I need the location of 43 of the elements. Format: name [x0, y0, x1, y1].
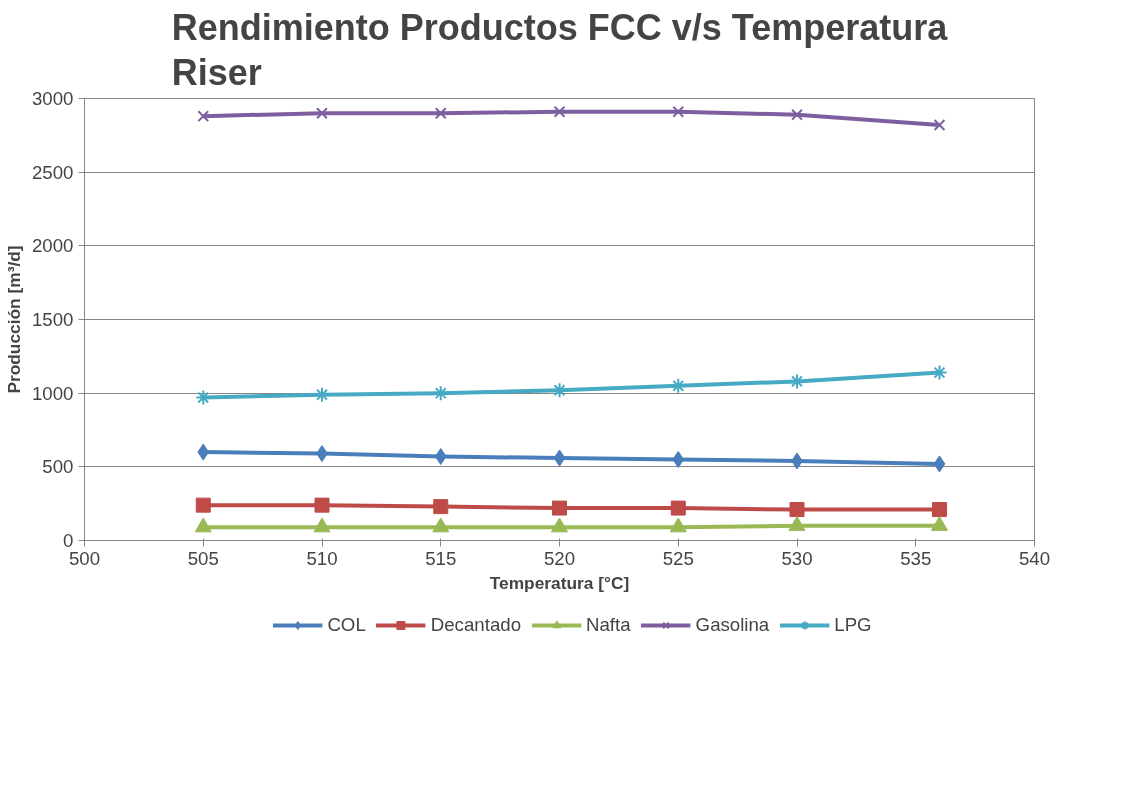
point	[434, 448, 447, 466]
x-tick-label: 510	[306, 547, 338, 569]
y-tick-label: 2500	[32, 161, 74, 183]
x-tick-label: 515	[425, 547, 457, 569]
point	[789, 502, 805, 518]
point	[672, 450, 685, 468]
y-tick-label: 1500	[32, 309, 74, 330]
point	[933, 119, 946, 131]
point	[195, 497, 211, 513]
chart-title: Rendimiento Productos FCC v/s Temperatura Riser	[171, 7, 949, 94]
point	[670, 500, 686, 516]
point	[553, 105, 566, 118]
point	[314, 386, 330, 403]
point	[553, 449, 566, 467]
x-tick-label: 530	[781, 547, 813, 569]
point	[316, 107, 328, 120]
legend-label: Nafta	[586, 614, 631, 636]
legend-label: COL	[327, 614, 366, 636]
point	[433, 499, 449, 515]
point	[791, 108, 803, 121]
y-tick-label: 500	[42, 456, 74, 478]
x-tick-label: 505	[187, 547, 219, 569]
y-axis-title: Producción [m³/d]	[4, 245, 24, 394]
x-tick-label: 520	[543, 547, 576, 569]
y-tick-label: 1000	[32, 382, 74, 404]
x-tick-label: 535	[900, 547, 932, 569]
y-tick-label: 3000	[32, 88, 74, 109]
point	[672, 105, 685, 118]
point	[434, 107, 447, 120]
legend-label: LPG	[834, 614, 872, 636]
x-axis-title: Temperatura [°C]	[489, 572, 630, 593]
point	[789, 373, 805, 390]
point	[197, 110, 210, 123]
point	[552, 500, 567, 516]
legend-label: Decantado	[430, 614, 522, 636]
point	[197, 443, 210, 461]
legend-label: Gasolina	[695, 614, 770, 636]
x-tick-label: 525	[662, 547, 694, 569]
y-tick-label: 2000	[32, 235, 74, 257]
point	[314, 497, 330, 513]
point	[932, 502, 947, 518]
x-tick-label: 540	[1018, 547, 1051, 569]
point	[933, 455, 946, 473]
